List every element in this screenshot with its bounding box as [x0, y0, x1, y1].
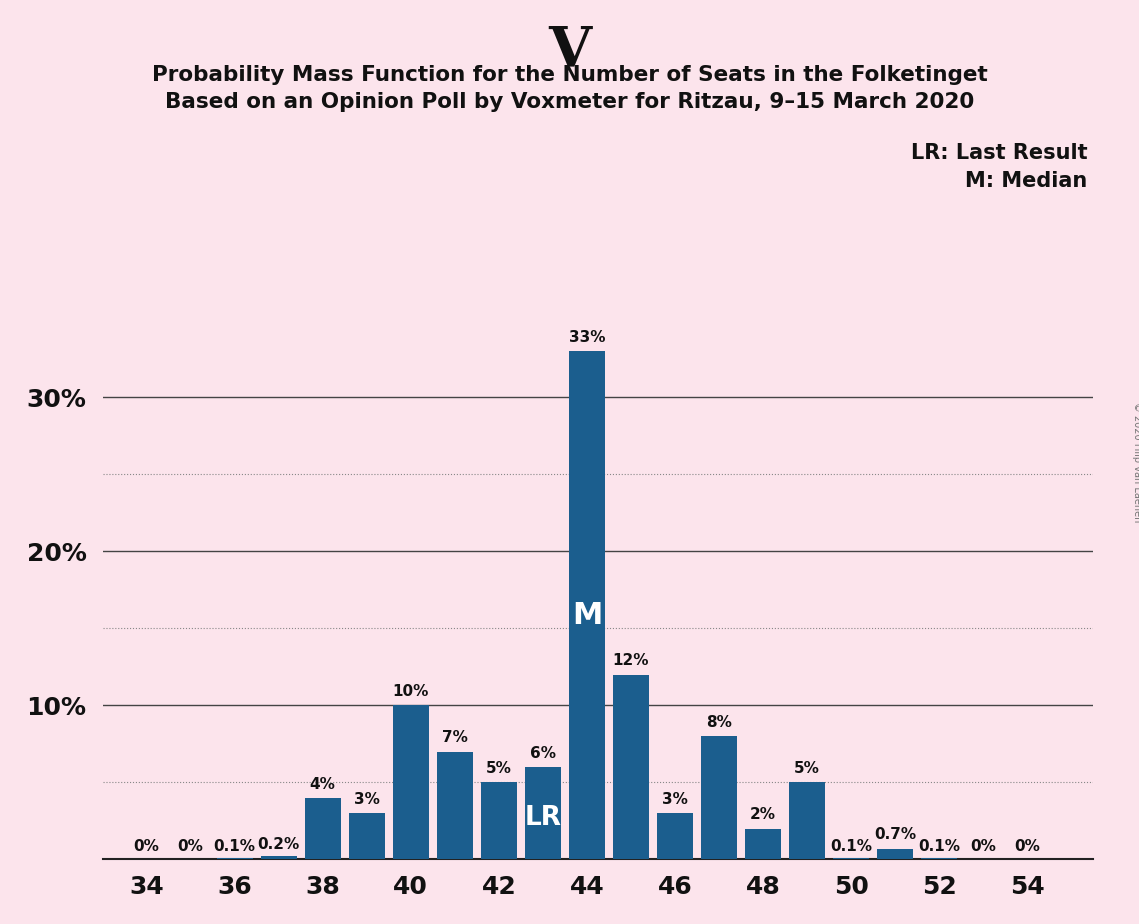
Text: 0%: 0% — [970, 839, 997, 854]
Text: Probability Mass Function for the Number of Seats in the Folketinget: Probability Mass Function for the Number… — [151, 65, 988, 85]
Bar — [481, 783, 517, 859]
Text: 4%: 4% — [310, 776, 336, 792]
Text: 0.2%: 0.2% — [257, 837, 300, 852]
Bar — [700, 736, 737, 859]
Bar — [216, 857, 253, 859]
Bar — [525, 767, 562, 859]
Bar — [304, 797, 341, 859]
Text: V: V — [548, 23, 591, 79]
Text: 33%: 33% — [568, 330, 605, 345]
Text: LR: Last Result: LR: Last Result — [911, 143, 1088, 164]
Text: 0%: 0% — [178, 839, 204, 854]
Text: 5%: 5% — [486, 761, 511, 776]
Text: © 2020 Filip van Laenen: © 2020 Filip van Laenen — [1132, 402, 1139, 522]
Bar — [833, 857, 869, 859]
Bar — [877, 848, 913, 859]
Text: M: Median: M: Median — [966, 171, 1088, 191]
Bar — [657, 813, 694, 859]
Bar — [745, 829, 781, 859]
Bar — [393, 705, 429, 859]
Bar — [436, 751, 473, 859]
Text: 6%: 6% — [530, 746, 556, 760]
Text: 12%: 12% — [613, 653, 649, 668]
Text: 0%: 0% — [133, 839, 159, 854]
Text: 0.7%: 0.7% — [875, 827, 916, 843]
Bar — [613, 675, 649, 859]
Bar — [568, 351, 605, 859]
Bar — [349, 813, 385, 859]
Text: 2%: 2% — [751, 808, 776, 822]
Text: 3%: 3% — [662, 792, 688, 807]
Text: M: M — [572, 601, 603, 630]
Text: 0.1%: 0.1% — [918, 839, 960, 854]
Text: 8%: 8% — [706, 715, 732, 730]
Bar — [261, 857, 297, 859]
Bar — [789, 783, 826, 859]
Text: Based on an Opinion Poll by Voxmeter for Ritzau, 9–15 March 2020: Based on an Opinion Poll by Voxmeter for… — [165, 92, 974, 113]
Text: 0.1%: 0.1% — [830, 839, 872, 854]
Bar — [921, 857, 958, 859]
Text: 10%: 10% — [393, 684, 429, 699]
Text: 7%: 7% — [442, 730, 468, 746]
Text: 0.1%: 0.1% — [214, 839, 255, 854]
Text: 0%: 0% — [1015, 839, 1040, 854]
Text: 5%: 5% — [794, 761, 820, 776]
Text: LR: LR — [524, 805, 562, 831]
Text: 3%: 3% — [354, 792, 379, 807]
